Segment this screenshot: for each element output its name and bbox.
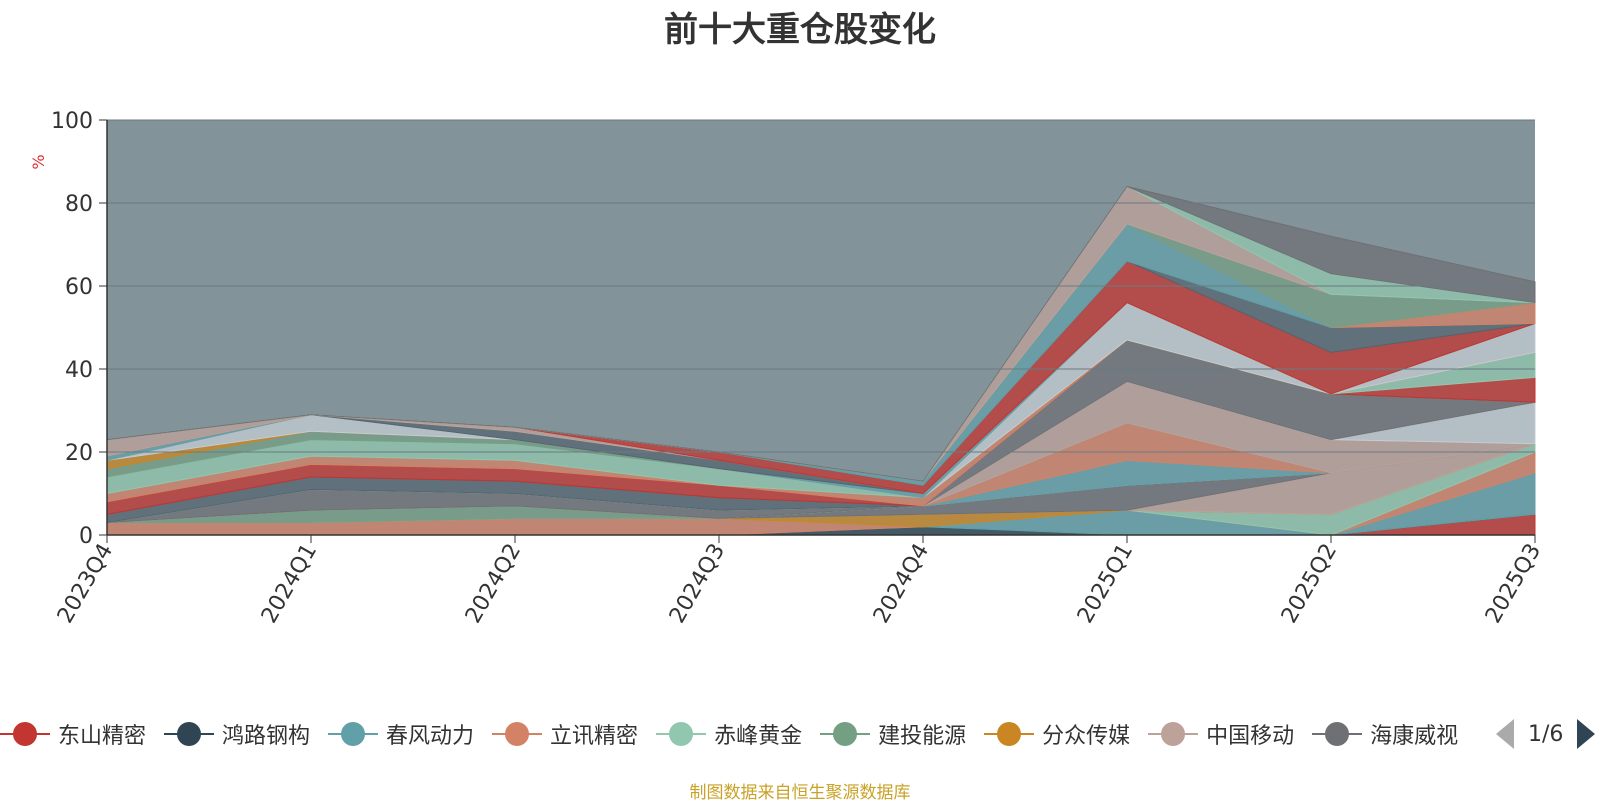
- y-tick-label-60: 60: [65, 275, 93, 300]
- legend-label: 春风动力: [386, 724, 475, 749]
- legend-item-4[interactable]: 立讯精密: [492, 716, 638, 752]
- y-tick-label-100: 100: [51, 109, 93, 134]
- legend-marker-icon: [1312, 722, 1363, 746]
- x-tick-label-2024Q1: 2024Q1: [257, 540, 322, 628]
- legend-item-6[interactable]: 建投能源: [820, 716, 966, 752]
- y-tick-label-40: 40: [65, 358, 93, 383]
- y-tick-label-80: 80: [65, 192, 93, 217]
- legend-marker-icon: [164, 722, 215, 746]
- legend-next-page-icon[interactable]: [1577, 719, 1596, 749]
- legend-marker-icon: [0, 722, 50, 746]
- y-tick-label-20: 20: [65, 441, 93, 466]
- legend-marker-icon: [820, 722, 871, 746]
- axes: [106, 120, 1536, 543]
- legend-label: 立讯精密: [550, 724, 639, 749]
- legend-label: 建投能源: [878, 724, 967, 749]
- area-series-37[interactable]: [106, 185, 1536, 482]
- legend-prev-page-icon[interactable]: [1496, 719, 1514, 749]
- area-series-group: [106, 185, 1536, 536]
- legend-label: 海康威视: [1370, 724, 1459, 749]
- x-tick-label-2023Q4: 2023Q4: [53, 540, 118, 628]
- x-tick-label-2024Q2: 2024Q2: [461, 540, 526, 628]
- legend: 东山精密 鸿路钢构 春风动力 立讯精密 赤峰黄金 建投能源 分众传媒 中国移动 海康威视: [0, 716, 1484, 756]
- legend-item-7[interactable]: 分众传媒: [984, 716, 1130, 752]
- stacked-area-chart: 0 20 40 60 80 100 2023Q4 2024Q1 2024Q2 2024Q3 2024…: [29, 109, 1546, 628]
- data-source-note: 制图数据来自恒生聚源数据库: [689, 783, 911, 803]
- legend-marker-icon: [492, 722, 543, 746]
- legend-item-2[interactable]: 鸿路钢构: [164, 716, 310, 752]
- y-axis-unit-label: %: [29, 154, 48, 169]
- legend-pager: 1/6: [1496, 716, 1596, 752]
- legend-page-indicator: 1/6: [1528, 721, 1564, 747]
- y-tick-label-0: 0: [79, 524, 93, 549]
- legend-label: 东山精密: [58, 724, 147, 749]
- legend-marker-icon: [328, 722, 379, 746]
- legend-label: 鸿路钢构: [222, 724, 311, 749]
- legend-item-9[interactable]: 海康威视: [1312, 716, 1458, 752]
- chart-title: 前十大重仓股变化: [664, 10, 936, 50]
- legend-item-3[interactable]: 春风动力: [328, 716, 474, 752]
- x-tick-label-2025Q1: 2025Q1: [1073, 540, 1138, 628]
- x-tick-label-2025Q2: 2025Q2: [1277, 540, 1342, 628]
- x-tick-label-2024Q3: 2024Q3: [665, 540, 730, 628]
- x-tick-label-2024Q4: 2024Q4: [869, 540, 934, 628]
- x-tick-label-2025Q3: 2025Q3: [1481, 540, 1546, 628]
- legend-label: 分众传媒: [1042, 724, 1131, 749]
- legend-marker-icon: [656, 722, 707, 746]
- legend-label: 赤峰黄金: [714, 724, 803, 749]
- legend-item-5[interactable]: 赤峰黄金: [656, 716, 802, 752]
- legend-item-8[interactable]: 中国移动: [1148, 716, 1294, 752]
- grid-lines: [99, 119, 1535, 536]
- legend-item-1[interactable]: 东山精密: [0, 716, 146, 752]
- legend-marker-icon: [1148, 722, 1199, 746]
- legend-label: 中国移动: [1206, 724, 1295, 749]
- legend-marker-icon: [984, 722, 1035, 746]
